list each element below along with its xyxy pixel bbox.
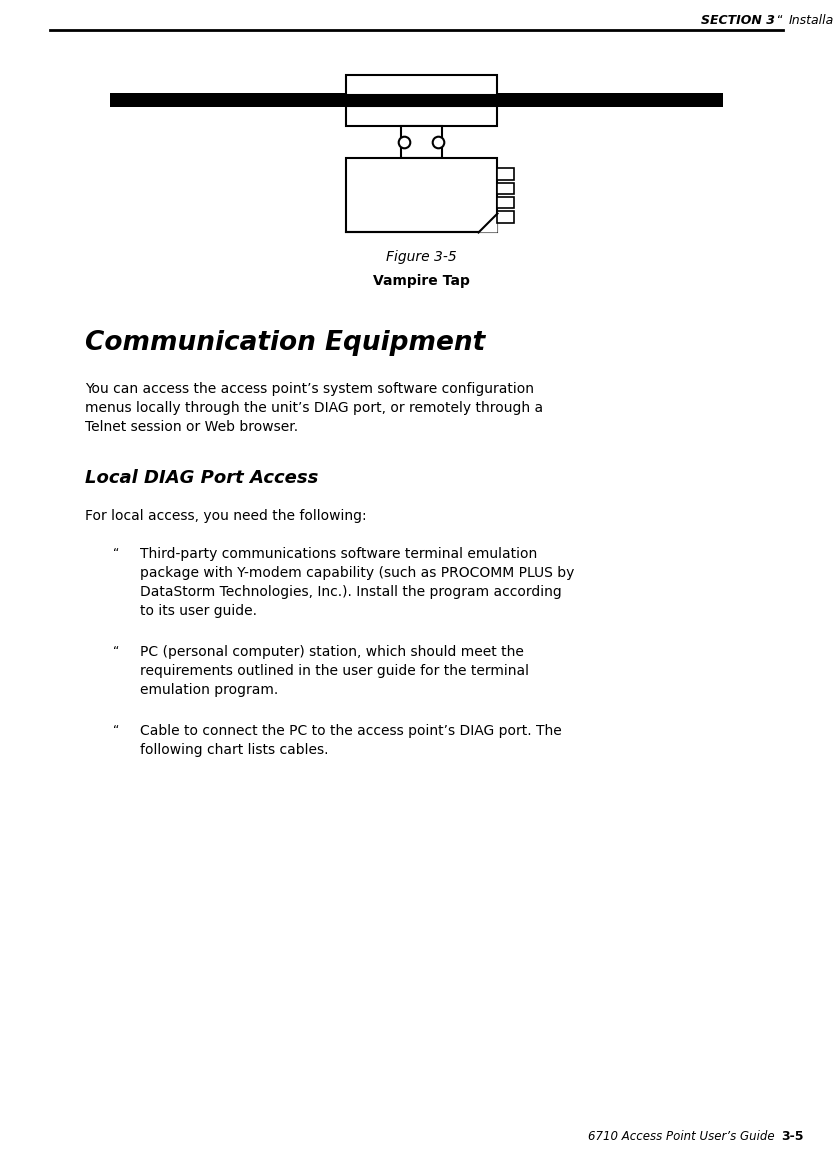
Text: “: “ <box>113 725 119 737</box>
Bar <box>346 75 497 94</box>
Bar <box>346 158 497 233</box>
Text: For local access, you need the following:: For local access, you need the following… <box>85 509 367 523</box>
Text: “: “ <box>777 14 783 27</box>
Polygon shape <box>478 213 497 233</box>
Bar <box>497 211 515 223</box>
Text: Vampire Tap: Vampire Tap <box>373 275 470 289</box>
Text: Communication Equipment: Communication Equipment <box>85 331 486 356</box>
Text: Third-party communications software terminal emulation
package with Y-modem capa: Third-party communications software term… <box>140 546 575 617</box>
Bar <box>497 183 515 195</box>
Bar <box>402 127 441 158</box>
Text: You can access the access point’s system software configuration
menus locally th: You can access the access point’s system… <box>85 382 543 435</box>
Text: Installation: Installation <box>789 14 833 27</box>
Text: Figure 3-5: Figure 3-5 <box>387 250 456 264</box>
Bar <box>497 197 515 209</box>
Bar <box>346 106 497 127</box>
Text: 3-5: 3-5 <box>781 1130 804 1143</box>
Text: Local DIAG Port Access: Local DIAG Port Access <box>85 468 318 487</box>
Circle shape <box>432 136 444 148</box>
Text: 6710 Access Point User’s Guide: 6710 Access Point User’s Guide <box>588 1130 775 1143</box>
Bar <box>497 168 515 179</box>
Bar <box>110 93 723 106</box>
Text: PC (personal computer) station, which should meet the
requirements outlined in t: PC (personal computer) station, which sh… <box>140 645 529 697</box>
Text: Cable to connect the PC to the access point’s DIAG port. The
following chart lis: Cable to connect the PC to the access po… <box>140 725 561 757</box>
Text: “: “ <box>113 645 119 658</box>
Circle shape <box>399 136 411 148</box>
Text: SECTION 3: SECTION 3 <box>701 14 775 27</box>
Text: “: “ <box>113 546 119 560</box>
